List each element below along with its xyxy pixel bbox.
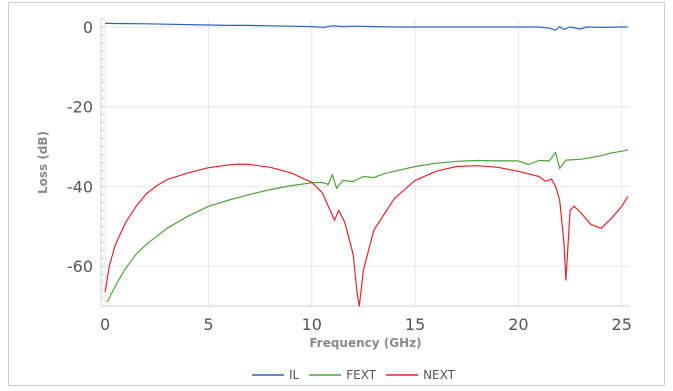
y-axis-title: Loss (dB) <box>36 131 50 194</box>
line-chart: 0 -20 -40 -60 0 5 10 15 20 25 Frequency (GHz) Lo… <box>36 18 632 382</box>
x-tick-label: 10 <box>302 315 322 334</box>
y-tick-label: -40 <box>67 177 93 196</box>
x-tick-label: 0 <box>100 315 110 334</box>
y-axis: 0 -20 -40 -60 <box>67 18 104 307</box>
series-line-fext <box>106 149 629 303</box>
x-axis-title: Frequency (GHz) <box>309 336 421 350</box>
legend-label-next: NEXT <box>423 368 456 382</box>
x-tick-label: 5 <box>203 315 213 334</box>
y-tick-label: 0 <box>83 18 93 37</box>
legend-label-il: IL <box>289 368 300 382</box>
y-tick-label: -60 <box>67 257 93 276</box>
x-tick-label: 20 <box>508 315 528 334</box>
series-line-il <box>105 22 628 31</box>
x-tick-label: 15 <box>405 315 425 334</box>
legend: IL FEXT NEXT <box>252 368 456 382</box>
x-axis: 0 5 10 15 20 25 <box>100 305 632 334</box>
chart-frame: 0 -20 -40 -60 0 5 10 15 20 25 Frequency (GHz) Lo… <box>8 2 665 386</box>
x-tick-label: 25 <box>612 315 632 334</box>
y-tick-label: -20 <box>67 98 93 117</box>
series-line-next <box>104 163 629 307</box>
legend-label-fext: FEXT <box>346 368 376 382</box>
series-lines <box>104 22 629 307</box>
